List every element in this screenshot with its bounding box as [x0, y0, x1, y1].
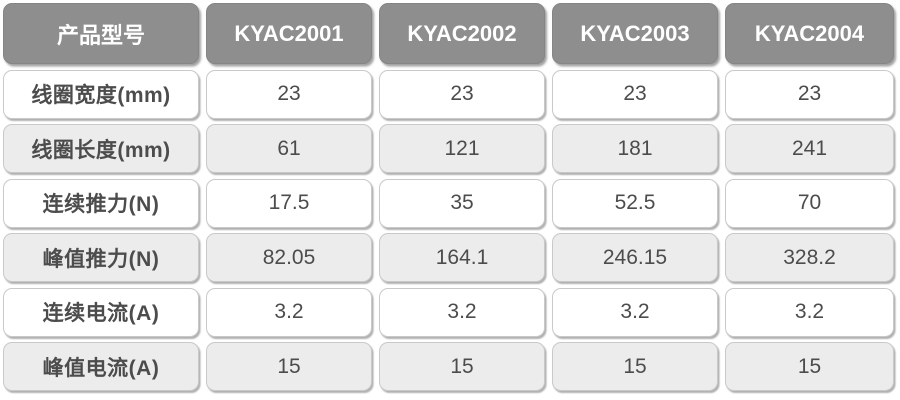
value-cell: 15 [206, 342, 372, 391]
header-cell-model-2: KYAC2002 [379, 3, 545, 64]
value-cell: 35 [379, 178, 545, 228]
row-label-continuous-thrust: 连续推力(N) [3, 178, 199, 228]
value-cell: 181 [552, 124, 718, 173]
value-cell: 15 [725, 342, 894, 391]
header-cell-model-1: KYAC2001 [206, 3, 372, 64]
header-cell-model-3: KYAC2003 [552, 3, 718, 64]
row-label-coil-length: 线圈长度(mm) [3, 124, 199, 173]
value-cell: 121 [379, 124, 545, 173]
value-cell: 82.05 [206, 233, 372, 282]
value-cell: 23 [552, 69, 718, 119]
header-cell-model-4: KYAC2004 [725, 3, 894, 64]
value-cell: 23 [725, 69, 894, 119]
value-cell: 164.1 [379, 233, 545, 282]
value-cell: 3.2 [206, 287, 372, 337]
value-cell: 328.2 [725, 233, 894, 282]
value-cell: 61 [206, 124, 372, 173]
value-cell: 23 [379, 69, 545, 119]
value-cell: 15 [379, 342, 545, 391]
row-label-peak-thrust: 峰值推力(N) [3, 233, 199, 282]
value-cell: 3.2 [379, 287, 545, 337]
value-cell: 3.2 [725, 287, 894, 337]
header-cell-product-model: 产品型号 [3, 3, 199, 64]
value-cell: 241 [725, 124, 894, 173]
value-cell: 15 [552, 342, 718, 391]
value-cell: 17.5 [206, 178, 372, 228]
row-label-continuous-current: 连续电流(A) [3, 287, 199, 337]
row-label-peak-current: 峰值电流(A) [3, 342, 199, 391]
value-cell: 3.2 [552, 287, 718, 337]
value-cell: 52.5 [552, 178, 718, 228]
value-cell: 23 [206, 69, 372, 119]
row-label-coil-width: 线圈宽度(mm) [3, 69, 199, 119]
value-cell: 246.15 [552, 233, 718, 282]
value-cell: 70 [725, 178, 894, 228]
